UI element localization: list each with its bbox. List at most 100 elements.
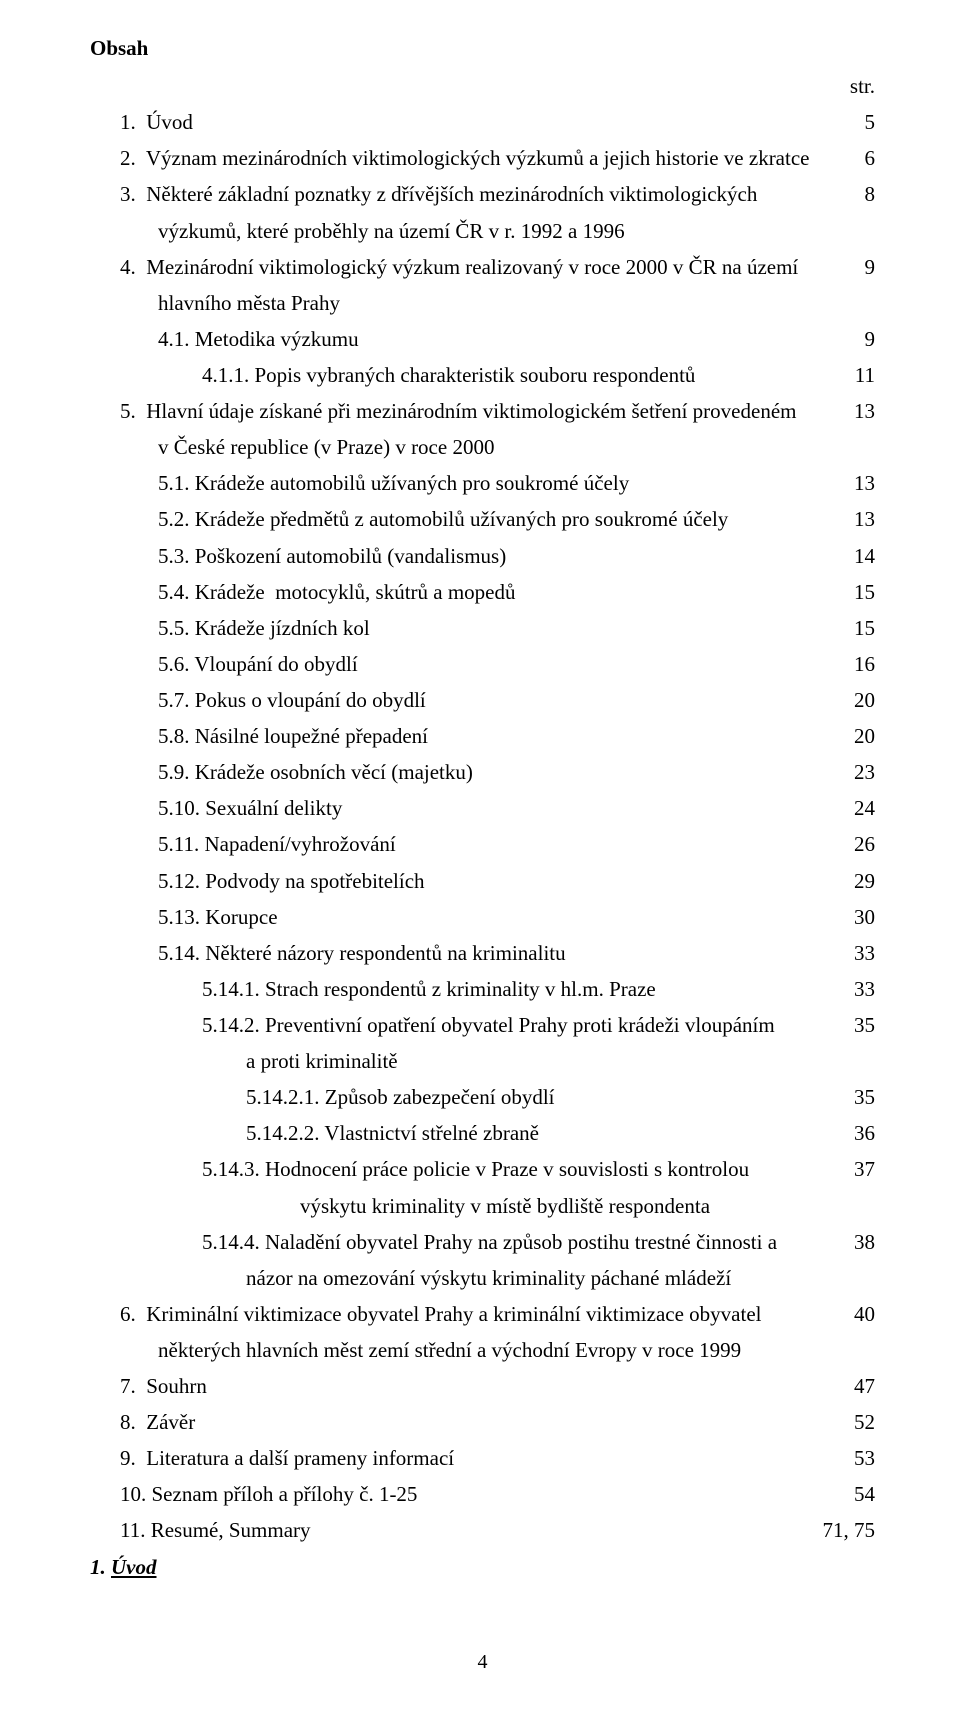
toc-row: 5.2. Krádeže předmětů z automobilů užíva… bbox=[90, 501, 875, 537]
toc-row: 4.1. Metodika výzkumu9 bbox=[90, 321, 875, 357]
toc-page-number: 15 bbox=[834, 574, 875, 610]
toc-label: 5. Hlavní údaje získané při mezinárodním… bbox=[90, 393, 834, 429]
toc-page-number: 26 bbox=[834, 826, 875, 862]
toc-row: 5.14.4. Naladění obyvatel Prahy na způso… bbox=[90, 1224, 875, 1260]
toc-label: 2. Význam mezinárodních viktimologických… bbox=[90, 140, 845, 176]
toc-label: 5.11. Napadení/vyhrožování bbox=[90, 826, 834, 862]
toc-page-number: 9 bbox=[845, 321, 876, 357]
toc-row: 5.12. Podvody na spotřebitelích29 bbox=[90, 863, 875, 899]
toc-page-number: 13 bbox=[834, 393, 875, 429]
toc-row: 5.14.3. Hodnocení práce policie v Praze … bbox=[90, 1151, 875, 1187]
toc-page-number: 29 bbox=[834, 863, 875, 899]
toc-row: 5.9. Krádeže osobních věcí (majetku)23 bbox=[90, 754, 875, 790]
toc-label: 5.14.2.2. Vlastnictví střelné zbraně bbox=[90, 1115, 834, 1151]
toc-label: 5.14.2. Preventivní opatření obyvatel Pr… bbox=[90, 1007, 834, 1043]
toc-row: některých hlavních měst zemí střední a v… bbox=[90, 1332, 875, 1368]
toc-page-number: 23 bbox=[834, 754, 875, 790]
toc-label: 4. Mezinárodní viktimologický výzkum rea… bbox=[90, 249, 845, 285]
toc-page-number: 40 bbox=[834, 1296, 875, 1332]
toc-label: některých hlavních měst zemí střední a v… bbox=[90, 1332, 855, 1368]
toc-container: 1. Úvod52. Význam mezinárodních viktimol… bbox=[90, 104, 875, 1548]
toc-page-number: 14 bbox=[834, 538, 875, 574]
toc-label: 4.1. Metodika výzkumu bbox=[90, 321, 845, 357]
toc-page-number: 9 bbox=[845, 249, 876, 285]
toc-row: názor na omezování výskytu kriminality p… bbox=[90, 1260, 875, 1296]
toc-page-number: 33 bbox=[834, 935, 875, 971]
toc-row: v České republice (v Praze) v roce 2000 bbox=[90, 429, 875, 465]
toc-page-number: 20 bbox=[834, 682, 875, 718]
toc-page-number: 38 bbox=[834, 1224, 875, 1260]
toc-page-number: 53 bbox=[834, 1440, 875, 1476]
toc-page-number: 15 bbox=[834, 610, 875, 646]
toc-label: 5.13. Korupce bbox=[90, 899, 834, 935]
toc-row: 4. Mezinárodní viktimologický výzkum rea… bbox=[90, 249, 875, 285]
toc-row: 10. Seznam příloh a přílohy č. 1-2554 bbox=[90, 1476, 875, 1512]
toc-label: 11. Resumé, Summary bbox=[90, 1512, 803, 1548]
toc-page-number: 13 bbox=[834, 501, 875, 537]
toc-page-number: 47 bbox=[834, 1368, 875, 1404]
toc-label: výskytu kriminality v místě bydliště res… bbox=[90, 1188, 855, 1224]
toc-label: 5.5. Krádeže jízdních kol bbox=[90, 610, 834, 646]
toc-page-number: 35 bbox=[834, 1079, 875, 1115]
toc-label: hlavního města Prahy bbox=[90, 285, 855, 321]
toc-page-number: 6 bbox=[845, 140, 876, 176]
toc-label: 5.6. Vloupání do obydlí bbox=[90, 646, 834, 682]
toc-label: výzkumů, které proběhly na území ČR v r.… bbox=[90, 213, 855, 249]
toc-row: 5.14.2.2. Vlastnictví střelné zbraně36 bbox=[90, 1115, 875, 1151]
toc-row: 5.6. Vloupání do obydlí16 bbox=[90, 646, 875, 682]
toc-row: 5.4. Krádeže motocyklů, skútrů a mopedů1… bbox=[90, 574, 875, 610]
toc-label: 5.8. Násilné loupežné přepadení bbox=[90, 718, 834, 754]
toc-row: výskytu kriminality v místě bydliště res… bbox=[90, 1188, 875, 1224]
toc-label: 1. Úvod bbox=[90, 104, 845, 140]
toc-label: 7. Souhrn bbox=[90, 1368, 834, 1404]
toc-page-number: 16 bbox=[834, 646, 875, 682]
toc-page-number: 33 bbox=[834, 971, 875, 1007]
toc-label: názor na omezování výskytu kriminality p… bbox=[90, 1260, 855, 1296]
page-column-header: str. bbox=[90, 68, 875, 104]
toc-page-number: 24 bbox=[834, 790, 875, 826]
toc-page-number: 36 bbox=[834, 1115, 875, 1151]
section-heading-uvod: 1. Úvod bbox=[90, 1549, 875, 1585]
toc-label: 5.10. Sexuální delikty bbox=[90, 790, 834, 826]
toc-row: 5.14.2. Preventivní opatření obyvatel Pr… bbox=[90, 1007, 875, 1043]
toc-row: 4.1.1. Popis vybraných charakteristik so… bbox=[90, 357, 875, 393]
toc-row: a proti kriminalitě bbox=[90, 1043, 875, 1079]
page-content: Obsah str. 1. Úvod52. Význam mezinárodní… bbox=[0, 0, 960, 1719]
toc-label: 5.12. Podvody na spotřebitelích bbox=[90, 863, 834, 899]
toc-row: 5.10. Sexuální delikty24 bbox=[90, 790, 875, 826]
toc-row: 5.13. Korupce30 bbox=[90, 899, 875, 935]
heading-number: 1. bbox=[90, 1555, 111, 1579]
toc-row: 5.3. Poškození automobilů (vandalismus)1… bbox=[90, 538, 875, 574]
toc-page-number: 52 bbox=[834, 1404, 875, 1440]
toc-row: 3. Některé základní poznatky z dřívějšíc… bbox=[90, 176, 875, 212]
footer-page-number: 4 bbox=[90, 1645, 875, 1679]
toc-label: 5.14.3. Hodnocení práce policie v Praze … bbox=[90, 1151, 834, 1187]
toc-row: 2. Význam mezinárodních viktimologických… bbox=[90, 140, 875, 176]
toc-page-number: 35 bbox=[834, 1007, 875, 1043]
toc-row: 5.1. Krádeže automobilů užívaných pro so… bbox=[90, 465, 875, 501]
toc-row: 5.7. Pokus o vloupání do obydlí20 bbox=[90, 682, 875, 718]
toc-label: 4.1.1. Popis vybraných charakteristik so… bbox=[90, 357, 835, 393]
toc-label: 5.14.1. Strach respondentů z kriminality… bbox=[90, 971, 834, 1007]
toc-label: 5.2. Krádeže předmětů z automobilů užíva… bbox=[90, 501, 834, 537]
toc-label: 5.7. Pokus o vloupání do obydlí bbox=[90, 682, 834, 718]
toc-label: 10. Seznam příloh a přílohy č. 1-25 bbox=[90, 1476, 834, 1512]
toc-page-number: 37 bbox=[834, 1151, 875, 1187]
toc-page-number: 5 bbox=[845, 104, 876, 140]
toc-row: 5.8. Násilné loupežné přepadení20 bbox=[90, 718, 875, 754]
toc-title: Obsah bbox=[90, 30, 875, 66]
toc-row: 5.5. Krádeže jízdních kol15 bbox=[90, 610, 875, 646]
toc-page-number: 20 bbox=[834, 718, 875, 754]
toc-row: hlavního města Prahy bbox=[90, 285, 875, 321]
toc-label: 5.9. Krádeže osobních věcí (majetku) bbox=[90, 754, 834, 790]
toc-label: 5.14.4. Naladění obyvatel Prahy na způso… bbox=[90, 1224, 834, 1260]
toc-label: 8. Závěr bbox=[90, 1404, 834, 1440]
toc-label: 5.14.2.1. Způsob zabezpečení obydlí bbox=[90, 1079, 834, 1115]
toc-label: a proti kriminalitě bbox=[90, 1043, 855, 1079]
toc-row: 5. Hlavní údaje získané při mezinárodním… bbox=[90, 393, 875, 429]
toc-page-number: 13 bbox=[834, 465, 875, 501]
toc-label: 5.1. Krádeže automobilů užívaných pro so… bbox=[90, 465, 834, 501]
toc-row: 11. Resumé, Summary71, 75 bbox=[90, 1512, 875, 1548]
toc-row: 7. Souhrn47 bbox=[90, 1368, 875, 1404]
toc-label: v České republice (v Praze) v roce 2000 bbox=[90, 429, 855, 465]
